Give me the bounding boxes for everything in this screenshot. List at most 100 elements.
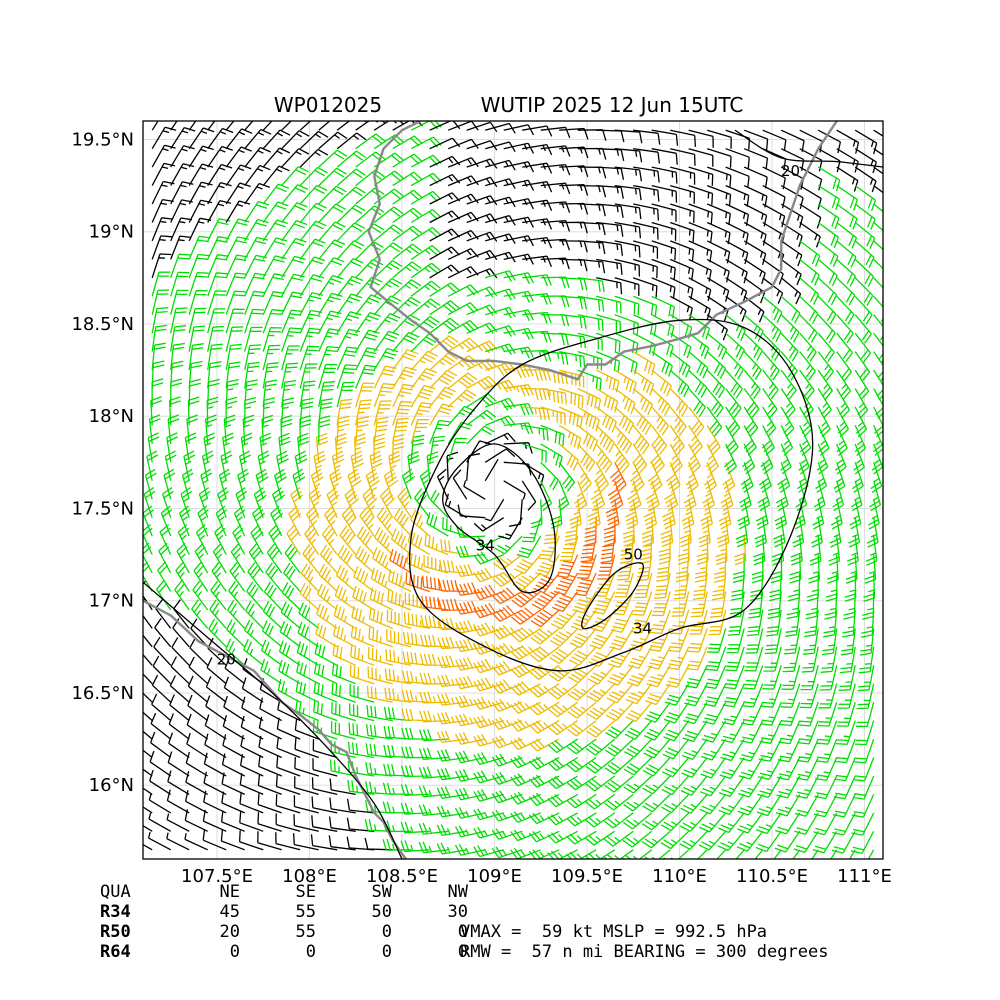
wind-barb [651,184,678,203]
wind-barb [630,609,653,634]
wind-barb [154,617,172,648]
wind-barb [796,462,809,493]
wind-barb [286,524,301,555]
wind-barb [257,450,270,481]
wind-barb [817,277,838,306]
wind-barb [867,499,880,530]
wind-barb [369,587,393,611]
wind-barb [176,542,190,574]
wind-barb [811,849,819,859]
wind-barb [516,535,542,559]
wind-contours [143,129,883,859]
wind-barb [873,351,883,382]
wind-barb [318,257,345,279]
wind-barb [143,653,153,666]
wind-barb [373,188,404,205]
wind-barb [706,369,726,399]
wind-barb [503,346,534,359]
wind-barb [826,554,839,584]
wind-barb [437,693,467,706]
wind-barb [206,657,227,685]
wind-barb [262,129,291,150]
wind-barb [151,324,168,352]
wind-barb [821,628,838,656]
wind-barb [856,683,875,710]
wind-barb [718,812,745,834]
wind-barb [619,536,634,564]
wind-barb [564,517,579,546]
wind-barb [801,646,819,673]
wind-barb [225,200,251,223]
wind-barb [373,170,404,187]
wind-barb [777,462,791,493]
wind-barb [594,572,616,598]
wind-barb [426,512,449,537]
wind-barb [837,683,856,709]
wind-barb [350,450,364,481]
wind-barb [503,480,526,500]
wind-barb [193,561,209,592]
wind-barb [522,387,551,401]
wind-barb [863,572,876,602]
wind-barb [151,674,172,703]
wind-barb [839,646,856,674]
wind-barb [622,517,636,547]
wind-barb [455,732,486,745]
wind-barb [446,451,459,481]
wind-barb [799,369,815,400]
wind-barb [211,561,227,592]
wind-barb [244,361,260,389]
wind-barb [817,369,833,400]
wind-barb [184,790,209,814]
wind-barb [815,738,838,763]
wind-barb [350,625,375,648]
wind-barb [188,343,204,371]
wind-barb [220,810,245,832]
y-tick-label: 16°N [89,775,134,796]
wind-barb [651,166,678,184]
wind-barb [669,443,683,475]
wind-barb [568,664,597,684]
wind-barb [143,768,153,777]
wind-barb [392,417,409,445]
wind-barb [171,637,190,666]
wind-barb [585,738,616,756]
wind-barb [722,683,745,708]
wind-barb [288,505,302,537]
wind-barb [302,544,320,574]
wind-barb [328,835,356,851]
wind-barb [836,351,853,382]
wind-barb [614,166,643,182]
wind-barb [281,327,302,352]
wind-barb [329,759,356,777]
wind-barb [808,554,821,584]
wind-barb [311,796,338,814]
wind-barb [447,302,479,316]
wind-barb [400,802,430,815]
wind-barb [484,361,516,376]
wind-barb [503,272,534,285]
wind-barb [528,812,560,825]
wind-barb [680,793,708,814]
wind-barb [799,148,823,172]
wind-barb [653,572,671,599]
wind-barb [817,166,841,192]
wind-barb [143,505,154,537]
wind-barb [466,304,498,316]
wind-barb [466,195,498,206]
wind-barb [240,715,264,740]
wind-barb [836,702,856,727]
wind-barb [707,148,732,168]
wind-barb [373,400,392,426]
wind-barb [222,715,246,740]
wind-barb [663,701,690,724]
wind-barb [727,609,745,636]
wind-barb [161,487,174,518]
x-tick-label: 108°E [282,866,337,887]
wind-barb [312,739,338,759]
wind-barb [725,295,747,322]
wind-barb [706,332,728,360]
wind-barb [796,738,819,763]
wind-barb [485,325,516,337]
wind-barb [830,499,843,530]
